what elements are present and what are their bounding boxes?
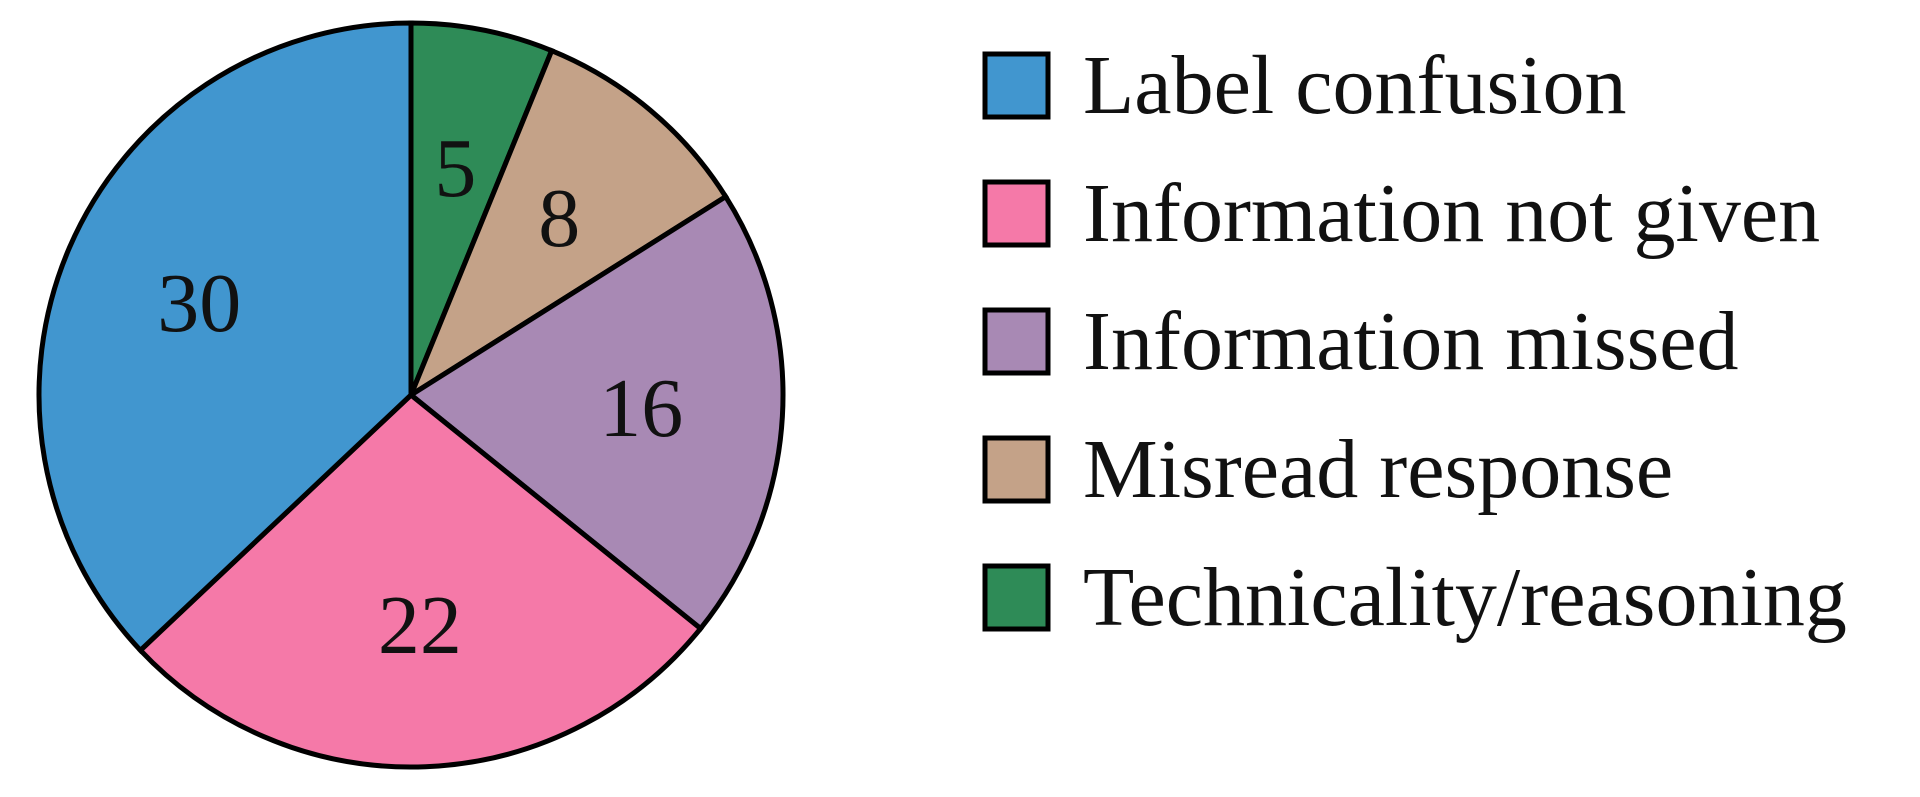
pie-slice-information-missed <box>406 193 786 633</box>
legend-label-technicality-reasoning: Technicality/reasoning <box>1083 551 1847 644</box>
pie-slice-technicality-reasoning <box>408 20 555 396</box>
pie-value-label-information-not-given: 22 <box>378 579 462 672</box>
pie-slice-misread-response <box>405 47 730 402</box>
legend-swatch-information-not-given <box>982 179 1051 248</box>
pie-value-label-technicality-reasoning: 5 <box>434 122 476 215</box>
legend: Label confusion Information not given Info… <box>982 39 1847 644</box>
legend-label-information-missed: Information missed <box>1083 295 1739 388</box>
legend-label-misread-response: Misread response <box>1083 423 1673 516</box>
pie-slices <box>36 20 786 770</box>
legend-label-information-not-given: Information not given <box>1083 167 1820 260</box>
legend-swatch-information-missed <box>982 307 1051 376</box>
pie-slice-information-not-given <box>136 391 705 770</box>
pie-value-label-label-confusion: 30 <box>157 257 241 350</box>
legend-swatch-misread-response <box>982 435 1051 504</box>
legend-swatch-technicality-reasoning <box>982 563 1051 632</box>
legend-swatch-label-confusion <box>982 51 1051 120</box>
pie-slice-label-confusion <box>36 20 414 654</box>
pie-value-labels: 58 16 22 30 <box>157 122 683 672</box>
legend-label-label-confusion: Label confusion <box>1083 39 1627 132</box>
pie-value-label-misread-response: 8 <box>538 172 580 265</box>
pie-value-label-information-missed: 16 <box>599 362 683 455</box>
